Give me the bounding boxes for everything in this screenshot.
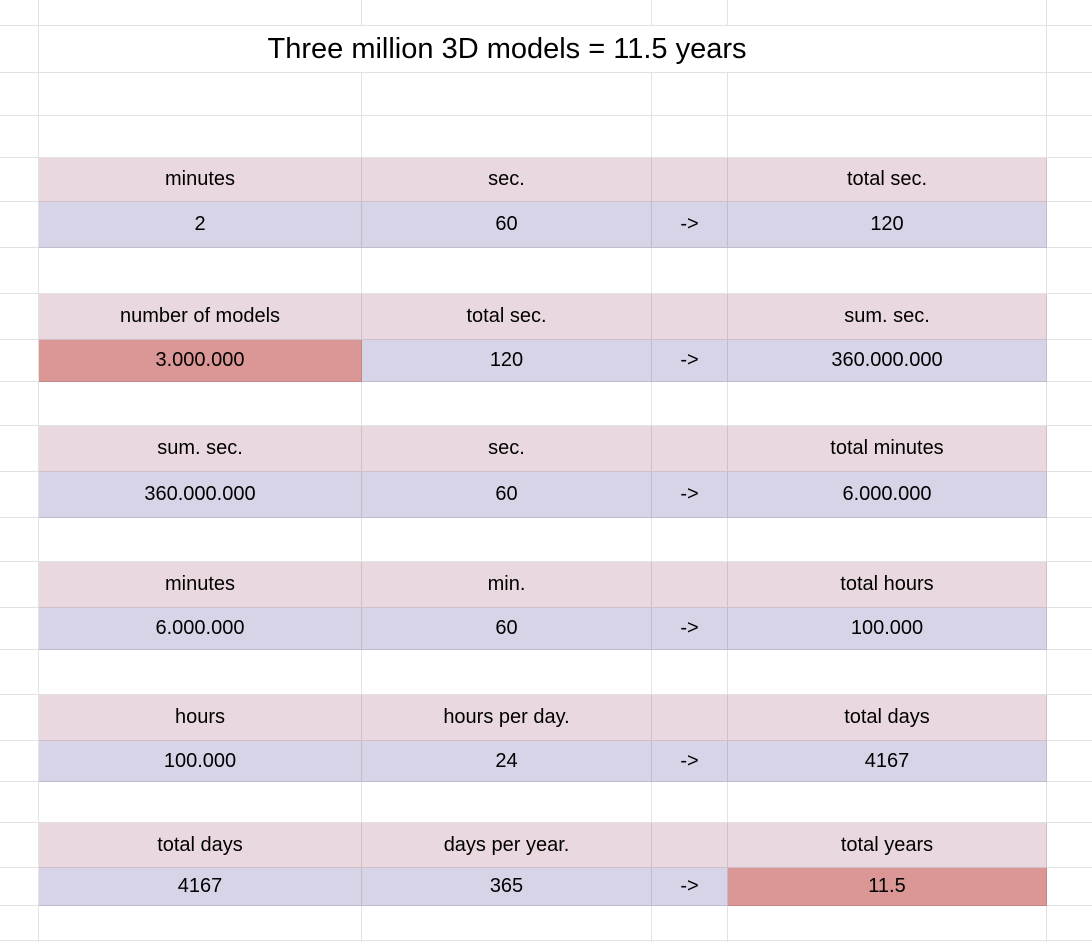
- gridline: [0, 157, 1092, 158]
- value-cell[interactable]: 6.000.000: [728, 472, 1047, 518]
- value-cell[interactable]: 120: [728, 202, 1047, 248]
- arrow-cell[interactable]: ->: [652, 868, 728, 906]
- arrow-cell[interactable]: ->: [652, 741, 728, 782]
- gridline: [0, 72, 1092, 73]
- gridline: [38, 0, 39, 942]
- gridline: [0, 940, 1092, 941]
- value-cell[interactable]: 100.000: [728, 608, 1047, 650]
- value-cell[interactable]: 60: [362, 472, 652, 518]
- header-cell[interactable]: total hours: [728, 562, 1047, 608]
- value-cell[interactable]: 360.000.000: [728, 340, 1047, 382]
- gridline: [0, 561, 1092, 562]
- header-cell[interactable]: sec.: [362, 426, 652, 472]
- value-cell[interactable]: 60: [362, 202, 652, 248]
- gridline: [0, 694, 1092, 695]
- gridline: [0, 822, 1092, 823]
- header-cell[interactable]: days per year.: [362, 823, 652, 868]
- header-cell-empty[interactable]: [652, 294, 728, 340]
- header-cell[interactable]: sum. sec.: [728, 294, 1047, 340]
- value-cell[interactable]: 24: [362, 741, 652, 782]
- calc-block-seconds-to-minutes: sum. sec. sec. total minutes 360.000.000…: [39, 426, 1047, 518]
- value-cell[interactable]: 2: [39, 202, 362, 248]
- value-cell-highlighted[interactable]: 11.5: [728, 868, 1047, 906]
- calc-block-minutes-to-seconds: minutes sec. total sec. 2 60 -> 120: [39, 158, 1047, 248]
- value-cell[interactable]: 60: [362, 608, 652, 650]
- header-cell-empty[interactable]: [652, 823, 728, 868]
- value-cell-highlighted[interactable]: 3.000.000: [39, 340, 362, 382]
- header-cell[interactable]: sum. sec.: [39, 426, 362, 472]
- header-cell[interactable]: sec.: [362, 158, 652, 202]
- value-cell[interactable]: 4167: [39, 868, 362, 906]
- header-cell[interactable]: hours: [39, 695, 362, 741]
- header-cell[interactable]: total days: [39, 823, 362, 868]
- value-cell[interactable]: 120: [362, 340, 652, 382]
- value-cell[interactable]: 365: [362, 868, 652, 906]
- header-cell[interactable]: minutes: [39, 158, 362, 202]
- arrow-cell[interactable]: ->: [652, 608, 728, 650]
- header-cell-empty[interactable]: [652, 158, 728, 202]
- arrow-cell[interactable]: ->: [652, 202, 728, 248]
- header-cell[interactable]: total days: [728, 695, 1047, 741]
- header-cell[interactable]: total sec.: [362, 294, 652, 340]
- gridline: [0, 115, 1092, 116]
- calc-block-hours-to-days: hours hours per day. total days 100.000 …: [39, 695, 1047, 782]
- value-cell[interactable]: 100.000: [39, 741, 362, 782]
- gridline: [651, 0, 652, 25]
- value-cell[interactable]: 6.000.000: [39, 608, 362, 650]
- gridline: [727, 0, 728, 25]
- gridline: [0, 293, 1092, 294]
- header-cell-empty[interactable]: [652, 426, 728, 472]
- header-cell[interactable]: min.: [362, 562, 652, 608]
- calc-block-days-to-years: total days days per year. total years 41…: [39, 823, 1047, 906]
- header-cell[interactable]: total years: [728, 823, 1047, 868]
- header-cell[interactable]: total sec.: [728, 158, 1047, 202]
- arrow-cell[interactable]: ->: [652, 472, 728, 518]
- calc-block-minutes-to-hours: minutes min. total hours 6.000.000 60 ->…: [39, 562, 1047, 650]
- header-cell[interactable]: hours per day.: [362, 695, 652, 741]
- gridline: [0, 425, 1092, 426]
- gridline: [0, 25, 1092, 26]
- header-cell-empty[interactable]: [652, 562, 728, 608]
- title-cell[interactable]: Three million 3D models = 11.5 years: [267, 32, 747, 65]
- value-cell[interactable]: 4167: [728, 741, 1047, 782]
- arrow-cell[interactable]: ->: [652, 340, 728, 382]
- header-cell[interactable]: number of models: [39, 294, 362, 340]
- value-cell[interactable]: 360.000.000: [39, 472, 362, 518]
- gridline: [361, 0, 362, 25]
- header-cell-empty[interactable]: [652, 695, 728, 741]
- header-cell[interactable]: minutes: [39, 562, 362, 608]
- calc-block-models-to-sum-seconds: number of models total sec. sum. sec. 3.…: [39, 294, 1047, 382]
- header-cell[interactable]: total minutes: [728, 426, 1047, 472]
